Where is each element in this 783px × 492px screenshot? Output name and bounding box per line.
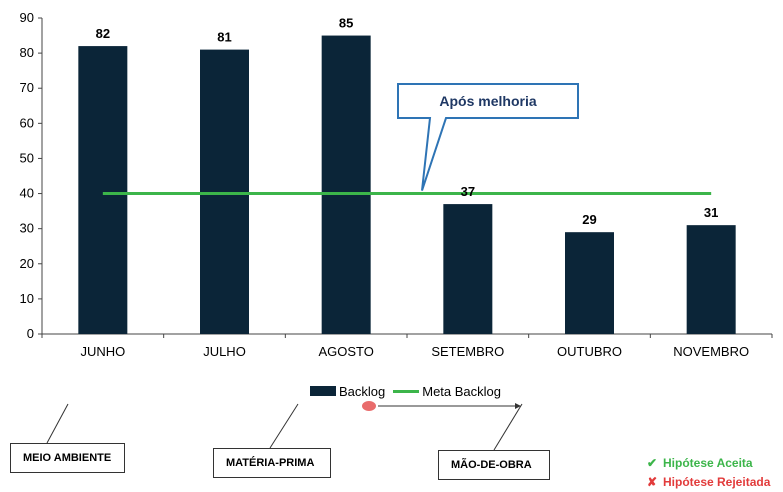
data-label: 81 <box>217 30 231 45</box>
legend-label-meta: Meta Backlog <box>422 383 502 399</box>
y-tick-label: 50 <box>20 150 34 165</box>
bar-outubro <box>565 232 614 334</box>
legend-swatch-meta <box>393 389 420 393</box>
backlog-chart: 0 10 20 30 40 50 60 70 80 90 82 JUNHO 81 JULHO 85 AGOS… <box>20 10 773 359</box>
connector-materia-prima <box>269 403 299 449</box>
chart-legend: Backlog Meta Backlog <box>310 382 509 400</box>
y-tick-label: 20 <box>20 256 34 271</box>
connector-meio-ambiente <box>46 403 69 444</box>
box-materia-prima-label: MATÉRIA-PRIMA <box>226 457 315 469</box>
bar-novembro <box>686 225 736 334</box>
chart-bars <box>78 35 736 335</box>
y-tick-label: 80 <box>20 45 34 60</box>
legend-item-meta: Meta Backlog <box>393 384 501 399</box>
category-label: JULHO <box>203 344 246 359</box>
y-tick-label: 60 <box>20 115 34 130</box>
red-marker-icon <box>362 401 376 411</box>
bar-setembro <box>443 204 493 334</box>
spine-arrowhead-icon <box>515 403 521 409</box>
data-label: 37 <box>461 184 475 199</box>
hypothesis-accepted: ✔ Hipótese Aceita <box>645 456 753 470</box>
data-label: 29 <box>582 212 596 227</box>
y-tick-label: 30 <box>20 221 34 236</box>
hypothesis-accepted-label: Hipótese Aceita <box>663 456 753 470</box>
category-label: SETEMBRO <box>431 344 504 359</box>
y-tick-label: 40 <box>20 186 34 201</box>
category-label: AGOSTO <box>318 344 373 359</box>
bar-junho <box>78 46 128 334</box>
data-label: 82 <box>96 26 110 41</box>
category-label: OUTUBRO <box>557 344 622 359</box>
connector-mao-de-obra <box>493 403 523 451</box>
x-icon: ✘ <box>646 475 658 489</box>
box-materia-prima: MATÉRIA-PRIMA <box>213 448 331 478</box>
y-tick-label: 90 <box>20 10 34 25</box>
data-label: 85 <box>339 16 353 31</box>
callout-text: Após melhoria <box>439 93 536 109</box>
box-meio-ambiente: MEIO AMBIENTE <box>10 443 125 473</box>
callout-shape <box>397 83 579 191</box>
hypothesis-rejected-label: Hipótese Rejeitada <box>663 475 771 489</box>
legend-item-backlog: Backlog <box>310 384 385 399</box>
box-meio-ambiente-label: MEIO AMBIENTE <box>23 452 112 464</box>
bar-julho <box>200 49 249 334</box>
callout: Após melhoria <box>397 83 579 191</box>
legend-label-backlog: Backlog <box>339 383 386 399</box>
category-label: JUNHO <box>80 344 125 359</box>
category-label: NOVEMBRO <box>673 344 749 359</box>
bar-agosto <box>321 35 371 335</box>
box-mao-de-obra: MÃO-DE-OBRA <box>438 450 550 480</box>
y-tick-label: 0 <box>27 326 34 341</box>
box-mao-de-obra-label: MÃO-DE-OBRA <box>451 459 532 471</box>
y-tick-label: 70 <box>20 80 34 95</box>
chart-labels: 82 JUNHO 81 JULHO 85 AGOSTO 37 SETEMBRO 29 OUTUBR… <box>80 16 749 359</box>
checkmark-icon: ✔ <box>646 456 658 470</box>
chart-axes: 0 10 20 30 40 50 60 70 80 90 <box>20 10 773 341</box>
y-tick-label: 10 <box>20 291 34 306</box>
hypothesis-rejected: ✘ Hipótese Rejeitada <box>645 475 770 489</box>
legend-swatch-backlog <box>310 386 336 396</box>
data-label: 31 <box>704 205 718 220</box>
